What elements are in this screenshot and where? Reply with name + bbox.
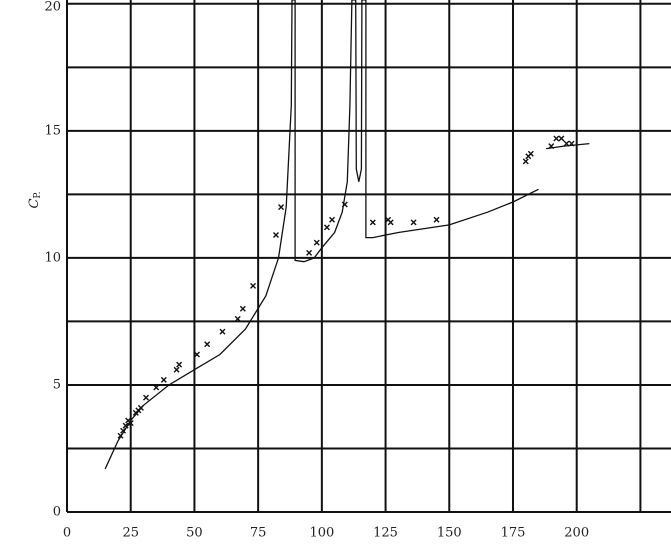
data-point	[522, 158, 529, 165]
data-point	[250, 282, 257, 289]
data-point	[548, 143, 555, 150]
data-point	[387, 219, 394, 226]
data-point	[306, 249, 313, 256]
data-point	[160, 376, 167, 383]
x-tick-label: 25	[122, 526, 139, 541]
data-point	[278, 204, 285, 211]
x-tick-label: 125	[373, 526, 398, 541]
y-tick-label: 15	[44, 123, 61, 138]
x-tick-label: 75	[250, 526, 267, 541]
data-point	[239, 305, 246, 312]
y-label-sub: P.	[33, 191, 43, 198]
data-point	[272, 232, 279, 239]
data-point	[173, 366, 180, 373]
data-point	[313, 239, 320, 246]
data-point	[527, 150, 534, 157]
data-point	[558, 135, 565, 142]
data-point	[341, 201, 348, 208]
data-point	[410, 219, 417, 226]
data-point	[176, 361, 183, 368]
data-point	[433, 216, 440, 223]
curve	[104, 0, 590, 470]
x-tick-label: 100	[309, 526, 334, 541]
data-point	[234, 315, 241, 322]
data-point	[329, 216, 336, 223]
data-point	[553, 135, 560, 142]
data-point	[369, 219, 376, 226]
y-label-main: C	[27, 199, 42, 209]
x-tick-label: 150	[437, 526, 462, 541]
data-point	[204, 341, 211, 348]
data-point	[568, 140, 575, 147]
y-tick-label: 10	[44, 250, 61, 265]
x-tick-label: 50	[186, 526, 203, 541]
data-point	[323, 224, 330, 231]
data-point	[137, 404, 144, 411]
x-tick-label: 0	[63, 526, 71, 541]
y-tick-label: 20	[44, 0, 61, 15]
data-point	[563, 140, 570, 147]
data-point	[193, 351, 200, 358]
data-point	[120, 427, 127, 434]
y-tick-label: 5	[53, 377, 61, 392]
data-point	[117, 432, 124, 439]
data-point	[143, 394, 149, 401]
x-tick-label: 175	[501, 526, 526, 541]
data-point	[127, 420, 134, 427]
x-tick-label: 200	[564, 526, 589, 541]
data-point	[153, 384, 160, 391]
data-point	[122, 422, 129, 429]
y-axis-label: CP.	[27, 191, 43, 208]
y-tick-label: 0	[53, 505, 61, 520]
data-point	[219, 328, 226, 335]
